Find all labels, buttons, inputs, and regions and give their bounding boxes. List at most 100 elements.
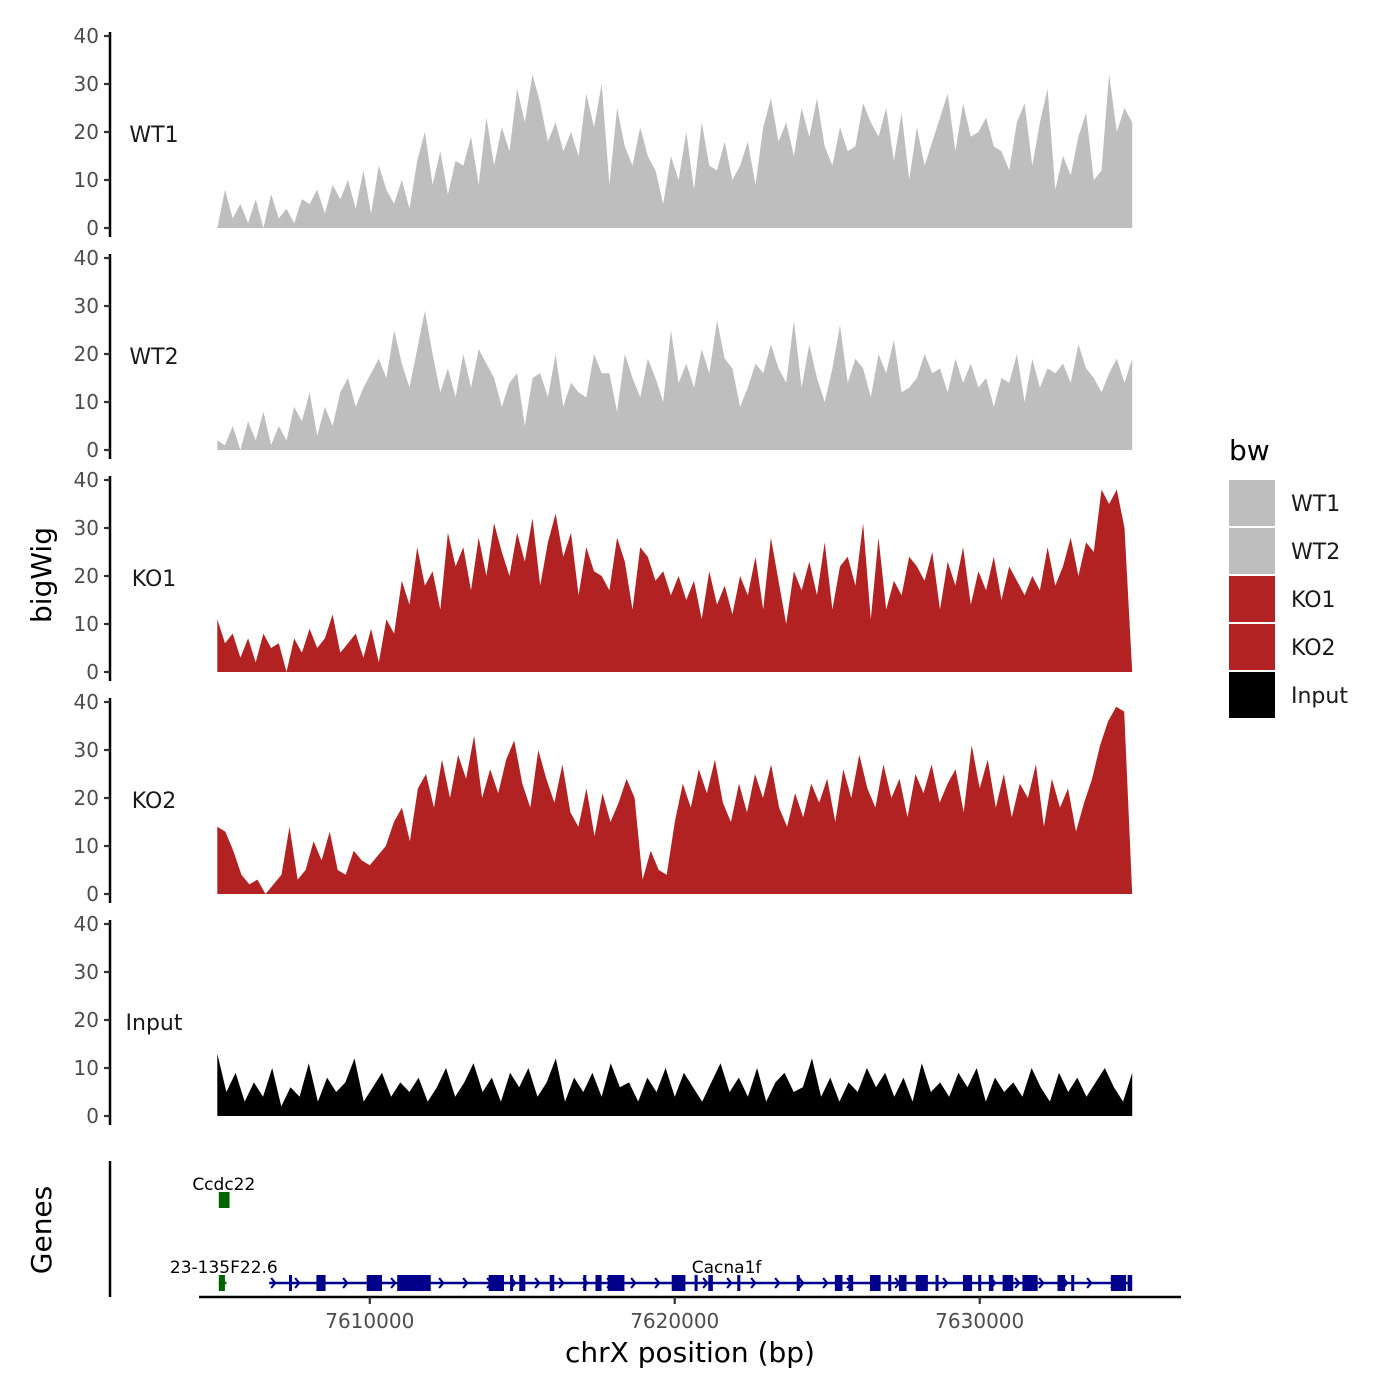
exon-block xyxy=(848,1275,854,1291)
strand-arrow xyxy=(534,1277,541,1289)
gene-label: 23-135F22.6 xyxy=(170,1258,278,1278)
y-tick-label: 40 xyxy=(74,912,99,936)
strand-arrow xyxy=(702,1277,709,1289)
strand-arrow xyxy=(630,1277,637,1289)
exon-block xyxy=(796,1275,800,1291)
strand-arrow xyxy=(294,1277,301,1289)
legend-swatch xyxy=(1229,528,1275,574)
coverage-area-wt1 xyxy=(217,74,1133,229)
y-tick-label: 0 xyxy=(86,216,99,240)
y-tick-label: 20 xyxy=(74,120,99,144)
strand-arrow xyxy=(654,1277,661,1289)
exon-block xyxy=(316,1275,326,1291)
y-tick-label: 30 xyxy=(74,738,99,762)
strand-arrow xyxy=(1038,1277,1045,1289)
legend-item-ko2: KO2 xyxy=(1229,624,1336,670)
exon-block xyxy=(595,1275,602,1291)
strand-arrow xyxy=(1086,1277,1093,1289)
track-input: 0 10 20 30 40 Input xyxy=(74,912,1133,1128)
track-label-wt2: WT2 xyxy=(129,345,178,370)
exon-block xyxy=(1057,1275,1066,1291)
track-ko1: 0 10 20 30 40 KO1 xyxy=(74,468,1133,684)
exon-block xyxy=(737,1275,741,1291)
strand-arrow xyxy=(438,1277,445,1289)
exon-block xyxy=(549,1275,555,1291)
legend-swatch xyxy=(1229,624,1275,670)
x-tick-label: 7610000 xyxy=(325,1309,414,1333)
legend-label: Input xyxy=(1291,684,1348,709)
strand-arrow xyxy=(942,1277,949,1289)
strand-arrow xyxy=(1014,1277,1021,1289)
exon-block xyxy=(510,1275,514,1291)
gene-cacna1f: Cacna1f xyxy=(269,1258,1133,1291)
y-tick-label: 0 xyxy=(86,1104,99,1128)
y-tick-label: 30 xyxy=(74,294,99,318)
gene-label: Cacna1f xyxy=(692,1258,763,1278)
exon-block xyxy=(988,1275,994,1291)
strand-arrow xyxy=(774,1277,781,1289)
gene-label: Ccdc22 xyxy=(192,1175,255,1195)
y-tick-label: 10 xyxy=(74,390,99,414)
exon-block xyxy=(218,1192,230,1208)
legend-label: KO2 xyxy=(1291,636,1336,661)
legend-item-ko1: KO1 xyxy=(1229,576,1336,622)
strand-arrow xyxy=(462,1277,469,1289)
exon-block xyxy=(288,1275,293,1291)
y-tick-label: 30 xyxy=(74,960,99,984)
y-tick-label: 20 xyxy=(74,786,99,810)
x-axis-title: chrX position (bp) xyxy=(565,1336,815,1369)
exon-block xyxy=(366,1275,382,1291)
exon-block xyxy=(1127,1275,1133,1291)
exon-block xyxy=(1071,1275,1075,1291)
y-tick-label: 10 xyxy=(74,612,99,636)
track-label-input: Input xyxy=(126,1011,183,1036)
exon-block xyxy=(708,1275,713,1291)
coverage-area-wt2 xyxy=(217,310,1133,450)
genes-panel: Ccdc22 23-135F22.6 Cacna1f xyxy=(108,1161,1133,1297)
track-wt1: 0 10 20 30 40 WT1 xyxy=(74,24,1133,240)
exon-block xyxy=(915,1275,928,1291)
exon-block xyxy=(519,1275,526,1291)
genes-axis-title: Genes xyxy=(25,1186,58,1274)
exon-block xyxy=(898,1275,907,1291)
track-label-ko2: KO2 xyxy=(132,789,177,814)
strand-arrow xyxy=(750,1277,757,1289)
legend-label: KO1 xyxy=(1291,588,1336,613)
exon-block xyxy=(935,1275,939,1291)
legend-swatch xyxy=(1229,480,1275,526)
exon-block xyxy=(397,1275,431,1291)
exon-block xyxy=(962,1275,973,1291)
y-tick-label: 10 xyxy=(74,168,99,192)
y-tick-label: 40 xyxy=(74,690,99,714)
track-label-wt1: WT1 xyxy=(129,123,178,148)
exon-block xyxy=(488,1275,504,1291)
exon-block xyxy=(869,1275,881,1291)
legend-item-wt1: WT1 xyxy=(1229,480,1340,526)
legend-swatch xyxy=(1229,576,1275,622)
exon-block xyxy=(834,1275,843,1291)
y-tick-label: 30 xyxy=(74,516,99,540)
coverage-area-ko1 xyxy=(217,489,1133,672)
strand-arrow xyxy=(798,1277,805,1289)
bigwig-tracks: 0 10 20 30 40 WT1 0 10 20 30 40 WT2 0 10 20 30 40 KO1 0 10 2… xyxy=(74,24,1133,1128)
gene-ccdc22: Ccdc22 xyxy=(192,1175,255,1208)
track-wt2: 0 10 20 30 40 WT2 xyxy=(74,246,1133,462)
track-ko2: 0 10 20 30 40 KO2 xyxy=(74,690,1133,906)
legend-label: WT1 xyxy=(1291,492,1340,517)
exon-block xyxy=(671,1275,686,1291)
y-tick-label: 10 xyxy=(74,834,99,858)
exon-block xyxy=(607,1275,625,1291)
exon-block xyxy=(978,1275,982,1291)
legend-item-input: Input xyxy=(1229,672,1348,718)
strand-arrow xyxy=(822,1277,829,1289)
legend-item-wt2: WT2 xyxy=(1229,528,1340,574)
legend-swatch xyxy=(1229,672,1275,718)
strand-arrow xyxy=(342,1277,349,1289)
y-tick-label: 0 xyxy=(86,660,99,684)
y-tick-label: 0 xyxy=(86,882,99,906)
x-axis: 7610000 7620000 7630000 xyxy=(199,1295,1181,1333)
exon-block xyxy=(1110,1275,1127,1291)
y-tick-label: 10 xyxy=(74,1056,99,1080)
y-tick-label: 20 xyxy=(74,342,99,366)
y-tick-label: 40 xyxy=(74,24,99,48)
